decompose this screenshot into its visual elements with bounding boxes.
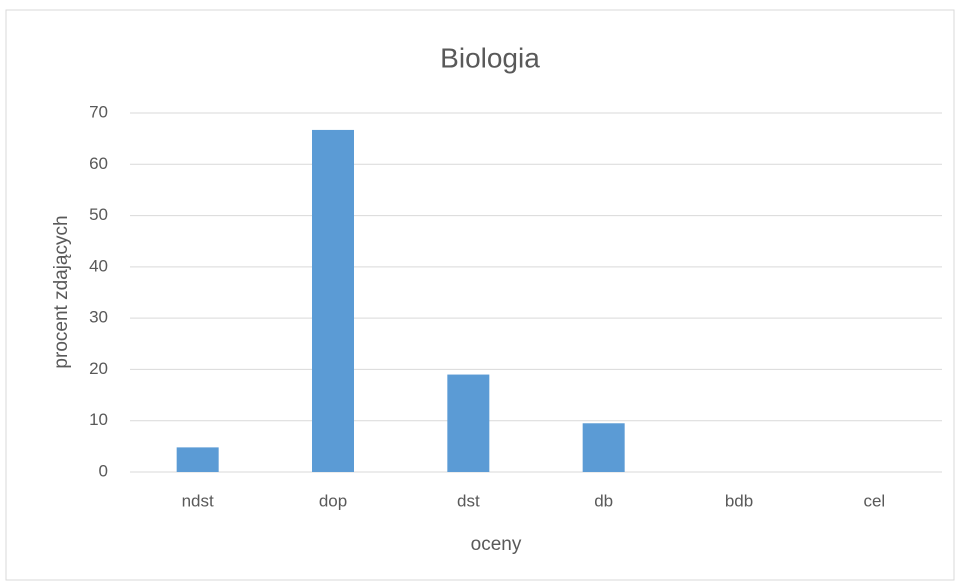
- y-axis-label: procent zdających: [51, 215, 72, 368]
- bar: [582, 423, 625, 472]
- y-tick-label: 40: [89, 256, 108, 275]
- bar: [176, 447, 219, 472]
- bar: [312, 129, 354, 472]
- chart-title: Biologia: [440, 42, 540, 73]
- y-tick-label: 70: [89, 102, 108, 121]
- y-tick-label: 10: [89, 410, 108, 429]
- x-tick-label: db: [594, 491, 613, 510]
- y-tick-label: 30: [89, 308, 108, 327]
- x-tick-label: ndst: [182, 491, 214, 510]
- x-tick-label: bdb: [725, 491, 753, 510]
- x-tick-label: dst: [457, 491, 480, 510]
- y-tick-label: 50: [89, 205, 108, 224]
- x-tick-label: cel: [863, 491, 885, 510]
- y-tick-label: 60: [89, 154, 108, 173]
- x-tick-label: dop: [319, 491, 347, 510]
- bar: [447, 374, 490, 472]
- x-axis-label: oceny: [471, 534, 522, 555]
- y-tick-label: 0: [99, 461, 108, 480]
- chart-border: [5, 9, 955, 581]
- y-tick-label: 20: [89, 359, 108, 378]
